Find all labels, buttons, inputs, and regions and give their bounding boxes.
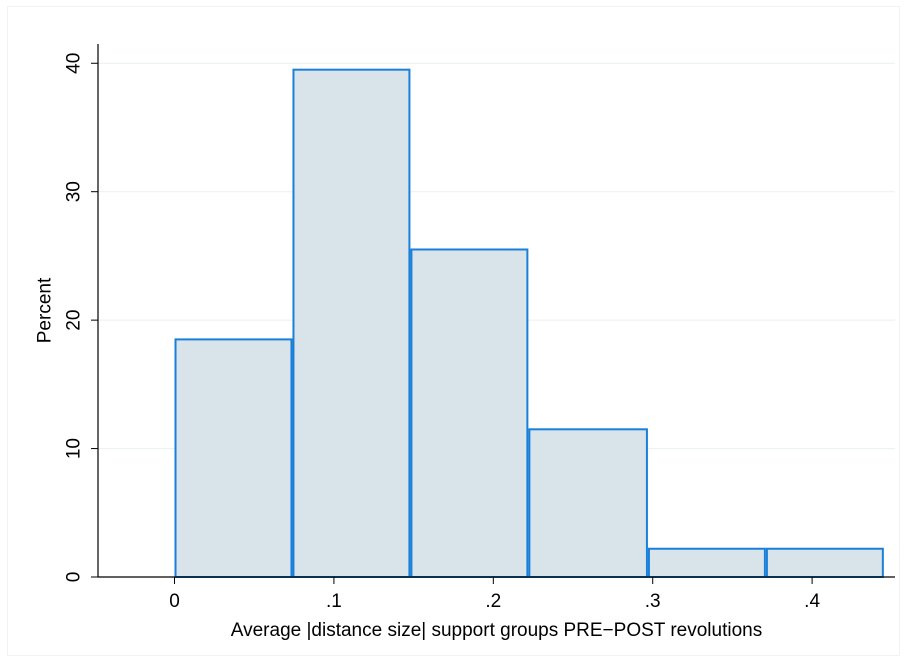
- x-tick-label: .4: [804, 591, 820, 612]
- y-axis-ticks: 0 10 20 30 40: [64, 53, 98, 583]
- histogram-bar: [647, 547, 766, 578]
- y-tick-label: 20: [64, 310, 85, 331]
- x-tick-label: .1: [326, 591, 342, 612]
- histogram-bar: [528, 428, 648, 578]
- y-tick-label: 10: [64, 438, 85, 459]
- histogram-bar: [292, 68, 411, 579]
- histogram-bar: [765, 547, 884, 578]
- histogram-bar: [174, 338, 293, 578]
- x-axis-title: Average |distance size| support groups P…: [231, 620, 762, 641]
- y-axis-title: Percent: [35, 277, 56, 343]
- y-tick-label: 0: [64, 572, 85, 583]
- x-tick-label: .2: [485, 591, 501, 612]
- axes: [97, 44, 895, 578]
- y-tick-label: 30: [64, 181, 85, 202]
- x-tick-label: 0: [169, 591, 180, 612]
- x-tick-label: .3: [645, 591, 661, 612]
- histogram-bar: [410, 248, 529, 578]
- y-tick-label: 40: [64, 53, 85, 74]
- x-axis-ticks: 0 .1 .2 .3 .4: [169, 577, 820, 612]
- histogram-bars: [174, 68, 884, 579]
